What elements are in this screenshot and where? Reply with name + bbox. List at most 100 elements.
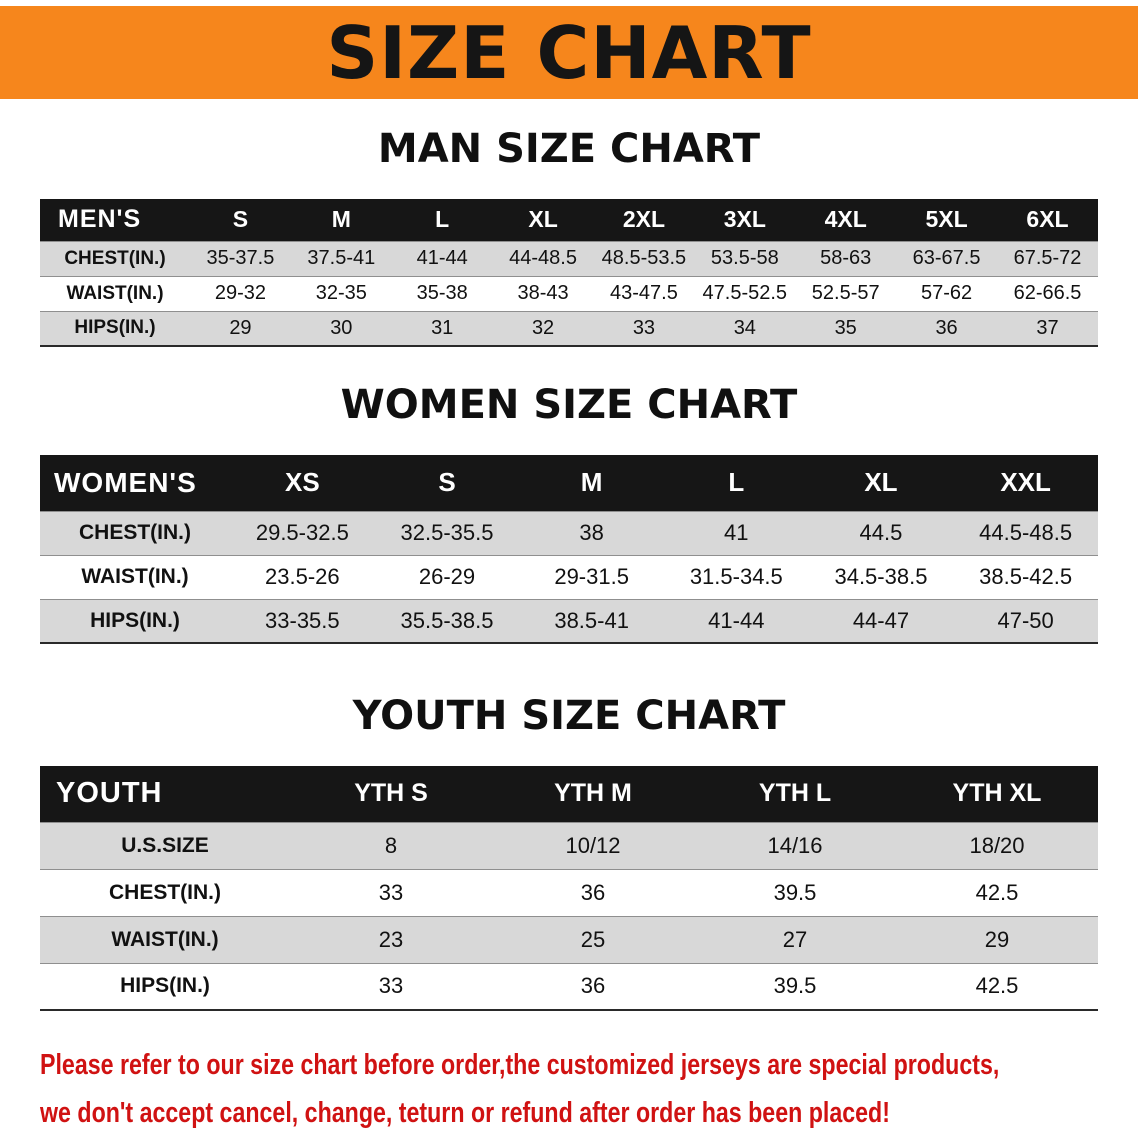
size-cell: 42.5: [896, 868, 1098, 916]
size-cell: 33-35.5: [230, 598, 375, 643]
column-header: M: [519, 455, 664, 511]
youth-table-title: YOUTH: [40, 766, 290, 822]
size-cell: 25: [492, 915, 694, 963]
size-cell: 23.5-26: [230, 554, 375, 599]
row-label: CHEST(IN.): [40, 510, 230, 555]
size-cell: 14/16: [694, 821, 896, 869]
size-cell: 35-37.5: [190, 240, 291, 276]
column-header: XL: [808, 455, 954, 511]
size-cell: 23: [290, 915, 492, 963]
size-cell: 36: [492, 868, 694, 916]
size-chart-page: { "banner": { "title": "SIZE CHART" }, "…: [0, 6, 1138, 1138]
youth-ussize-row: U.S.SIZE 8 10/12 14/16 18/20: [40, 821, 1098, 869]
row-label: HIPS(IN.): [40, 310, 190, 346]
size-cell: 53.5-58: [694, 240, 796, 276]
size-cell: 18/20: [896, 821, 1098, 869]
size-cell: 41-44: [391, 240, 493, 276]
size-cell: 29: [896, 915, 1098, 963]
size-cell: 33: [290, 962, 492, 1010]
row-label: WAIST(IN.): [40, 554, 230, 599]
banner-title: SIZE CHART: [326, 10, 812, 95]
column-header: 5XL: [896, 199, 997, 241]
size-cell: 67.5-72: [997, 240, 1098, 276]
women-size-table: WOMEN'S XS S M L XL XXL CHEST(IN.) 29.5-…: [40, 455, 1098, 644]
column-header: YTH L: [694, 766, 896, 822]
youth-header-row: YOUTH YTH S YTH M YTH L YTH XL: [40, 766, 1098, 822]
women-chest-row: CHEST(IN.) 29.5-32.5 32.5-35.5 38 41 44.…: [40, 510, 1098, 555]
size-cell: 37: [997, 310, 1098, 346]
row-label: WAIST(IN.): [40, 275, 190, 311]
men-header-row: MEN'S S M L XL 2XL 3XL 4XL 5XL 6XL: [40, 199, 1098, 241]
men-size-table: MEN'S S M L XL 2XL 3XL 4XL 5XL 6XL CHEST…: [40, 199, 1098, 347]
size-cell: 41: [663, 510, 809, 555]
size-cell: 31.5-34.5: [663, 554, 809, 599]
size-cell: 57-62: [896, 275, 997, 311]
column-header: S: [374, 455, 520, 511]
size-cell: 27: [694, 915, 896, 963]
size-cell: 44.5: [808, 510, 954, 555]
size-cell: 29-31.5: [519, 554, 664, 599]
youth-waist-row: WAIST(IN.) 23 25 27 29: [40, 915, 1098, 963]
column-header: XL: [492, 199, 594, 241]
row-label: WAIST(IN.): [40, 915, 290, 963]
size-cell: 44-47: [808, 598, 954, 643]
size-cell: 29: [190, 310, 291, 346]
column-header: XS: [230, 455, 375, 511]
size-cell: 35-38: [391, 275, 493, 311]
size-cell: 48.5-53.5: [593, 240, 695, 276]
size-cell: 39.5: [694, 868, 896, 916]
size-cell: 58-63: [795, 240, 897, 276]
column-header: L: [391, 199, 493, 241]
men-chest-row: CHEST(IN.) 35-37.5 37.5-41 41-44 44-48.5…: [40, 240, 1098, 276]
row-label: CHEST(IN.): [40, 240, 190, 276]
size-cell: 42.5: [896, 962, 1098, 1010]
size-cell: 36: [896, 310, 997, 346]
size-cell: 8: [290, 821, 492, 869]
men-hips-row: HIPS(IN.) 29 30 31 32 33 34 35 36 37: [40, 310, 1098, 346]
size-cell: 39.5: [694, 962, 896, 1010]
row-label: U.S.SIZE: [40, 821, 290, 869]
size-cell: 38: [519, 510, 664, 555]
disclaimer-line-1: Please refer to our size chart before or…: [40, 1049, 1000, 1081]
disclaimer-line-2: we don't accept cancel, change, teturn o…: [40, 1097, 890, 1129]
women-waist-row: WAIST(IN.) 23.5-26 26-29 29-31.5 31.5-34…: [40, 554, 1098, 599]
size-cell: 32: [492, 310, 594, 346]
size-cell: 47.5-52.5: [694, 275, 796, 311]
size-cell: 38.5-42.5: [953, 554, 1098, 599]
men-table-title: MEN'S: [40, 199, 190, 241]
women-header-row: WOMEN'S XS S M L XL XXL: [40, 455, 1098, 511]
size-cell: 33: [290, 868, 492, 916]
size-chart-banner: SIZE CHART: [0, 6, 1138, 99]
row-label: CHEST(IN.): [40, 868, 290, 916]
youth-chest-row: CHEST(IN.) 33 36 39.5 42.5: [40, 868, 1098, 916]
column-header: YTH S: [290, 766, 492, 822]
youth-size-table: YOUTH YTH S YTH M YTH L YTH XL U.S.SIZE …: [40, 766, 1098, 1011]
women-table-title: WOMEN'S: [40, 455, 230, 511]
youth-hips-row: HIPS(IN.) 33 36 39.5 42.5: [40, 962, 1098, 1010]
size-cell: 47-50: [953, 598, 1098, 643]
size-cell: 29-32: [190, 275, 291, 311]
size-cell: 31: [391, 310, 493, 346]
size-cell: 38.5-41: [519, 598, 664, 643]
size-cell: 63-67.5: [896, 240, 997, 276]
size-cell: 38-43: [492, 275, 594, 311]
column-header: L: [663, 455, 809, 511]
row-label: HIPS(IN.): [40, 962, 290, 1010]
women-hips-row: HIPS(IN.) 33-35.5 35.5-38.5 38.5-41 41-4…: [40, 598, 1098, 643]
size-cell: 32-35: [290, 275, 392, 311]
size-cell: 44.5-48.5: [953, 510, 1098, 555]
size-cell: 36: [492, 962, 694, 1010]
youth-section-heading: YOUTH SIZE CHART: [352, 693, 786, 739]
men-waist-row: WAIST(IN.) 29-32 32-35 35-38 38-43 43-47…: [40, 275, 1098, 311]
disclaimer: Please refer to our size chart before or…: [40, 1041, 1138, 1137]
column-header: 2XL: [593, 199, 695, 241]
size-cell: 52.5-57: [795, 275, 897, 311]
size-cell: 10/12: [492, 821, 694, 869]
size-cell: 41-44: [663, 598, 809, 643]
column-header: S: [190, 199, 291, 241]
size-cell: 35.5-38.5: [374, 598, 520, 643]
size-cell: 37.5-41: [290, 240, 392, 276]
size-cell: 26-29: [374, 554, 520, 599]
column-header: 3XL: [694, 199, 796, 241]
column-header: 4XL: [795, 199, 897, 241]
